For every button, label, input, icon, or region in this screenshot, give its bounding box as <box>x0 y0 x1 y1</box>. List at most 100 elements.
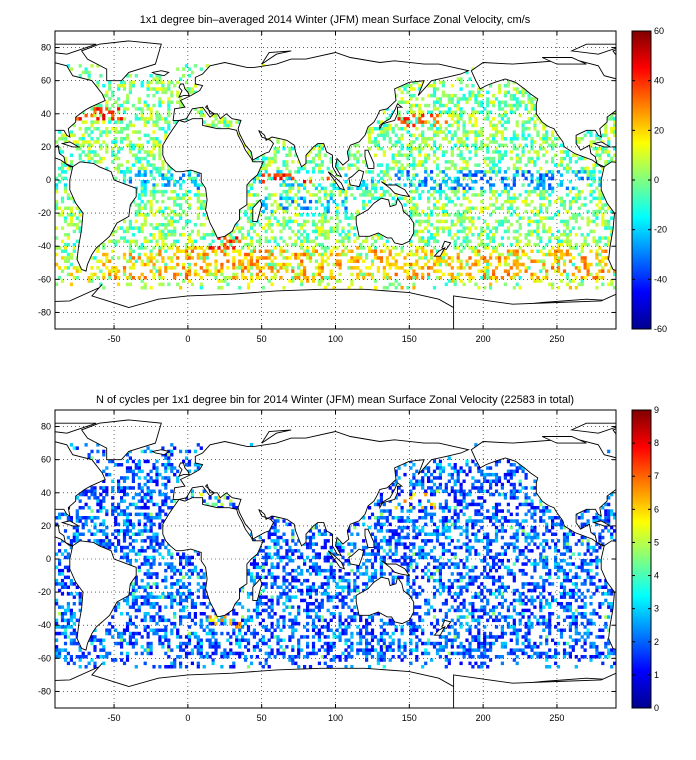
data-bin <box>137 203 141 207</box>
data-bin <box>152 233 156 237</box>
data-bin <box>571 170 575 174</box>
data-bin <box>128 84 132 88</box>
data-bin <box>465 70 469 75</box>
data-bin <box>99 492 103 497</box>
data-bin <box>521 466 525 470</box>
data-bin <box>300 259 304 263</box>
data-bin <box>373 249 378 253</box>
data-bin <box>518 239 522 244</box>
data-bin <box>193 193 197 197</box>
data-bin <box>607 153 611 157</box>
data-bin <box>406 153 410 157</box>
landmass <box>55 62 106 168</box>
data-bin <box>456 176 460 181</box>
data-bin <box>494 130 499 134</box>
data-bin <box>306 256 310 260</box>
data-bin <box>297 256 301 260</box>
data-bin <box>465 463 469 467</box>
data-bin <box>497 529 502 533</box>
data-bin <box>412 213 416 217</box>
data-bin <box>394 506 398 510</box>
data-bin <box>571 279 575 283</box>
data-bin <box>87 539 91 543</box>
data-bin <box>512 472 516 477</box>
data-bin <box>105 466 109 470</box>
data-bin <box>512 87 516 91</box>
data-bin <box>483 173 487 177</box>
data-bin <box>480 87 484 91</box>
data-bin <box>492 479 496 483</box>
landmass <box>379 103 404 131</box>
data-bin <box>187 67 192 71</box>
data-bin <box>421 146 425 151</box>
data-bin <box>412 189 416 194</box>
data-bin <box>335 259 339 263</box>
data-bin <box>486 233 490 237</box>
data-bin <box>424 262 428 267</box>
data-bin <box>607 519 611 523</box>
data-bin <box>270 156 274 161</box>
data-bin <box>562 252 567 257</box>
data-bin <box>444 482 448 487</box>
data-bin <box>388 166 392 171</box>
data-bin <box>456 189 460 194</box>
data-bin <box>565 276 569 280</box>
data-bin <box>279 170 283 174</box>
data-bin <box>421 486 425 490</box>
data-bin <box>421 266 425 270</box>
data-bin <box>125 466 130 470</box>
data-bin <box>149 206 153 210</box>
data-bin <box>81 137 85 141</box>
data-bin <box>176 262 180 267</box>
data-bin <box>146 84 150 88</box>
data-bin <box>394 246 398 250</box>
data-bin <box>559 522 564 527</box>
data-bin <box>400 249 404 253</box>
data-bin <box>128 249 132 253</box>
data-bin <box>60 512 65 517</box>
data-bin <box>149 209 153 214</box>
data-bin <box>494 463 499 467</box>
data-bin <box>58 213 62 217</box>
data-bin <box>432 206 437 210</box>
data-bin <box>551 266 555 270</box>
data-bin <box>530 209 534 214</box>
data-bin <box>146 259 150 263</box>
data-bin <box>403 472 407 477</box>
x-tick-label: 50 <box>257 334 267 344</box>
data-bin <box>545 539 549 543</box>
data-bin <box>539 137 543 141</box>
data-bin <box>120 103 124 108</box>
data-bin <box>500 113 504 118</box>
data-bin <box>217 246 221 250</box>
data-bin <box>583 156 587 161</box>
data-bin <box>477 486 481 490</box>
data-bin <box>134 113 138 118</box>
data-bin <box>421 236 425 240</box>
data-bin <box>527 502 531 507</box>
data-bin <box>503 84 507 88</box>
data-bin <box>125 519 130 523</box>
data-bin <box>483 107 487 111</box>
data-bin <box>400 516 404 520</box>
data-bin <box>486 242 490 247</box>
data-bin <box>539 279 543 283</box>
data-bin <box>430 84 434 88</box>
data-bin <box>435 226 440 230</box>
data-bin <box>164 502 168 507</box>
data-bin <box>196 229 200 234</box>
data-bin <box>539 249 543 253</box>
data-bin <box>193 463 197 467</box>
data-bin <box>300 223 304 227</box>
data-bin <box>506 479 510 483</box>
data-bin <box>140 80 144 85</box>
data-bin <box>350 226 354 230</box>
data-bin <box>134 463 138 467</box>
data-bin <box>527 535 531 540</box>
data-bin <box>554 236 558 240</box>
data-bin <box>447 123 451 128</box>
colorbar-tick-label: 0 <box>654 175 659 185</box>
data-bin <box>430 492 434 497</box>
data-bin <box>406 272 410 277</box>
data-bin <box>412 156 416 161</box>
